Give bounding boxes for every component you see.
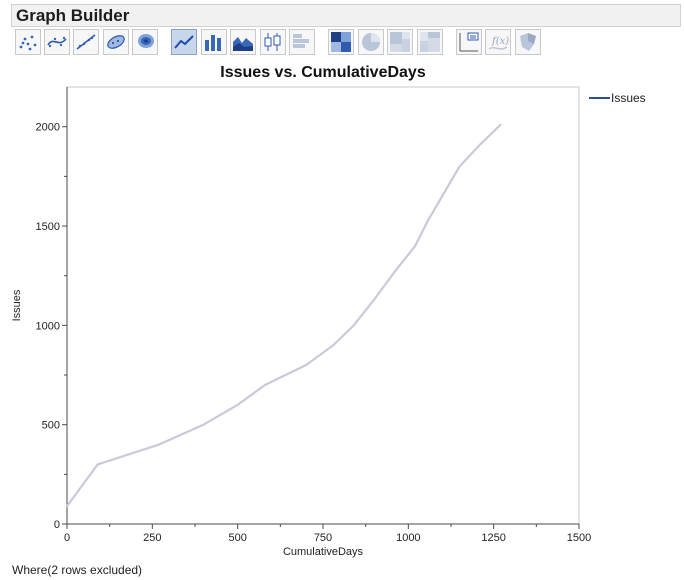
x-tick-label: 1500 [567,532,591,544]
histogram-icon[interactable] [289,29,315,55]
y-tick-label: 1500 [36,221,60,233]
where-filter-note: Where(2 rows excluded) [12,563,143,577]
x-tick-label: 1250 [481,532,505,544]
y-axis-label: Issues [11,289,23,321]
x-tick-label: 750 [314,532,332,544]
ellipse-icon[interactable] [103,29,129,55]
area-icon[interactable] [230,29,256,55]
box-plot-icon[interactable] [260,29,286,55]
line-of-fit-icon[interactable] [73,29,99,55]
y-tick-label: 1000 [36,320,60,332]
formula-icon[interactable]: f(x) [485,29,511,55]
x-tick-label: 1000 [396,532,420,544]
legend-label: Issues [611,91,646,105]
contour-icon[interactable] [132,29,158,55]
x-axis-label: CumulativeDays [283,546,364,558]
x-tick-label: 250 [143,532,161,544]
y-tick-label: 500 [42,420,60,432]
smoother-icon[interactable] [44,29,70,55]
series-line-issues [65,123,502,508]
caption-box-icon[interactable] [456,29,482,55]
svg-text:f(x): f(x) [491,36,509,47]
heatmap-icon[interactable] [328,29,354,55]
graph-builder-header: Graph Builder [11,4,681,27]
x-tick-label: 500 [228,532,246,544]
bar-icon[interactable] [201,29,227,55]
chart-title: Issues vs. CumulativeDays [220,64,426,81]
y-tick-label: 2000 [36,122,60,134]
pie-icon[interactable] [358,29,384,55]
line-icon[interactable] [171,29,197,55]
y-tick-label: 0 [54,519,60,531]
points-icon[interactable] [15,29,41,55]
window-title: Graph Builder [16,6,130,25]
plot-frame [66,86,580,525]
x-tick-label: 0 [64,532,70,544]
treemap-icon[interactable] [387,29,413,55]
map-shapes-icon[interactable] [515,29,541,55]
mosaic-icon[interactable] [417,29,443,55]
